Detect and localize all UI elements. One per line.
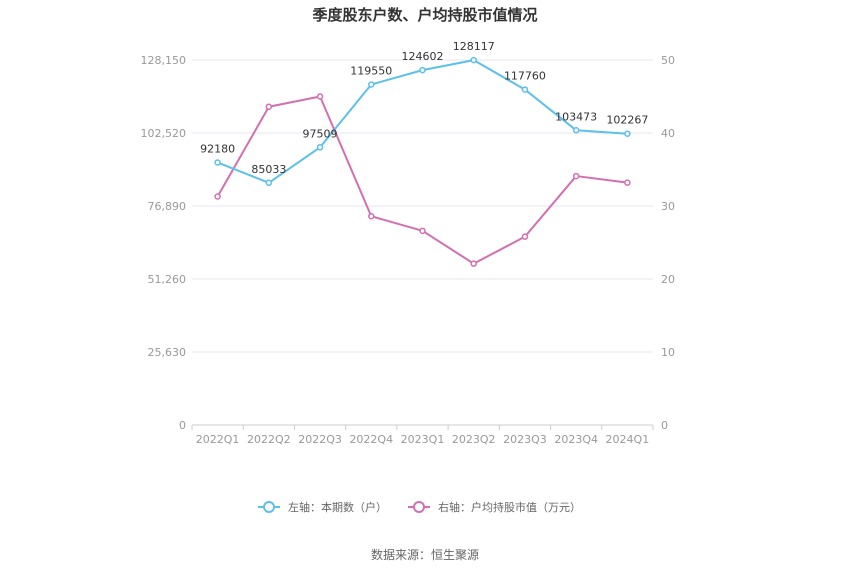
data-point <box>316 144 324 151</box>
data-label: 102267 <box>606 114 648 127</box>
x-axis-tick-label: 2022Q3 <box>298 433 342 446</box>
legend-item[interactable]: 左轴：本期数（户） <box>258 500 387 514</box>
legend-label: 左轴：本期数（户） <box>288 500 387 514</box>
right-axis-tick-label: 40 <box>661 127 675 140</box>
data-label: 124602 <box>402 50 444 63</box>
data-point <box>572 127 580 134</box>
x-axis-tick-label: 2024Q1 <box>606 433 650 446</box>
data-point <box>419 66 426 74</box>
data-point <box>419 227 426 235</box>
legend-marker <box>413 501 425 513</box>
data-point <box>521 233 529 240</box>
data-point <box>572 172 580 180</box>
x-axis-tick-label: 2023Q4 <box>554 433 598 446</box>
data-point <box>521 86 529 93</box>
grid-lines <box>192 59 653 426</box>
data-point <box>368 81 375 88</box>
data-point <box>624 130 631 137</box>
series-layer: 92180 85033 97509 119550 124602 128117 117760 1… <box>200 40 648 267</box>
data-point <box>624 179 631 186</box>
left-axis-tick-label: 0 <box>179 419 186 432</box>
data-label: 103473 <box>555 110 597 123</box>
left-axis-tick-label: 128,150 <box>141 54 187 67</box>
chart-title: 季度股东户数、户均持股市值情况 <box>312 6 537 24</box>
axes: 0 0 25,630 10 51,260 20 76,890 30 102,520 40 128,1… <box>141 54 676 446</box>
data-point <box>265 103 273 110</box>
x-axis-tick-label: 2022Q4 <box>349 433 393 446</box>
x-axis-tick-label: 2022Q2 <box>247 433 291 446</box>
right-axis-tick-label: 30 <box>661 200 675 213</box>
data-point <box>316 93 324 100</box>
data-label: 97509 <box>303 127 338 140</box>
data-label: 117760 <box>504 70 546 83</box>
data-label: 119550 <box>350 64 392 77</box>
source-note: 数据来源：恒生聚源 <box>371 547 479 562</box>
right-axis-tick-label: 20 <box>661 273 675 286</box>
legend-marker <box>263 501 275 513</box>
data-label: 128117 <box>453 40 495 53</box>
legend[interactable]: 左轴：本期数（户） 右轴：户均持股市值（万元） <box>258 500 581 514</box>
data-point <box>265 179 273 187</box>
right-axis-tick-label: 50 <box>661 54 675 67</box>
x-axis-tick-label: 2022Q1 <box>196 433 240 446</box>
data-point <box>214 159 221 166</box>
left-axis-tick-label: 102,520 <box>141 127 187 140</box>
data-point <box>470 260 477 267</box>
legend-label: 右轴：户均持股市值（万元） <box>438 500 581 514</box>
left-axis-tick-label: 25,630 <box>148 346 187 359</box>
right-axis-tick-label: 0 <box>661 419 668 432</box>
data-point <box>470 56 477 64</box>
legend-item[interactable]: 右轴：户均持股市值（万元） <box>408 500 581 514</box>
x-axis-tick-label: 2023Q1 <box>401 433 445 446</box>
data-point <box>368 212 375 220</box>
data-label: 85033 <box>251 163 286 176</box>
data-label: 92180 <box>200 142 235 155</box>
x-axis-tick-label: 2023Q2 <box>452 433 496 446</box>
data-point <box>214 193 221 200</box>
right-axis-tick-label: 10 <box>661 346 675 359</box>
left-axis-tick-label: 51,260 <box>148 273 187 286</box>
x-axis-tick-label: 2023Q3 <box>503 433 547 446</box>
left-axis-tick-label: 76,890 <box>148 200 187 213</box>
